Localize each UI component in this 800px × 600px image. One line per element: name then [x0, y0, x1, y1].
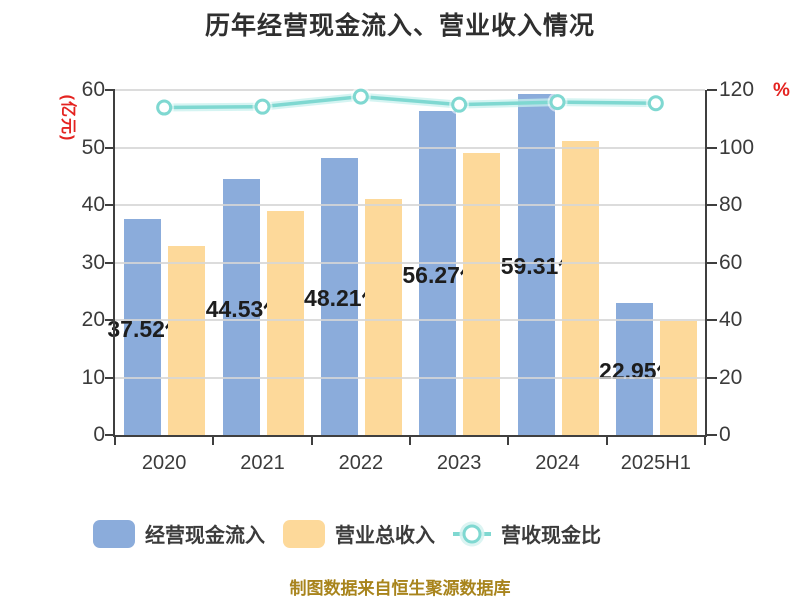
- left-axis-tick-label: 20: [81, 308, 105, 331]
- legend-label-revenue: 营业总收入: [335, 525, 435, 547]
- right-axis-unit-label: %: [773, 80, 790, 101]
- ratio-line: [164, 94, 656, 110]
- x-axis-tick: [704, 437, 706, 445]
- left-axis-tick: [105, 204, 115, 206]
- cash-inflow-bar: [222, 178, 260, 435]
- left-axis-tick: [105, 146, 115, 149]
- x-axis: [113, 435, 707, 437]
- x-axis-tick: [409, 437, 411, 445]
- ratio-point-glow: [252, 96, 273, 117]
- ratio-line-halo: [164, 92, 656, 112]
- y-axis-left: [113, 90, 115, 437]
- x-axis-tick: [605, 437, 608, 445]
- right-axis-tick-label: 40: [719, 308, 743, 331]
- left-axis-tick-label: 30: [81, 250, 105, 274]
- ratio-line-point: [254, 98, 271, 115]
- x-axis-category-label: 2023: [436, 452, 482, 474]
- left-axis-tick-label: 50: [81, 135, 105, 159]
- right-axis-tick: [707, 146, 717, 149]
- legend-item-ratio: 营收现金比: [453, 519, 601, 548]
- legend-label-cash-inflow: 经营现金流入: [145, 525, 265, 547]
- x-axis-category-label: 2020: [141, 452, 187, 474]
- grid-line: [115, 376, 705, 379]
- left-axis-tick-label: 60: [81, 78, 105, 101]
- y-axis-right: [705, 90, 707, 437]
- ratio-line-swatch: [453, 524, 491, 543]
- ratio-point-glow: [154, 97, 175, 118]
- cash-inflow-bar: [419, 111, 457, 435]
- ratio-point-glow: [645, 93, 666, 114]
- left-axis-tick: [105, 89, 115, 91]
- right-axis-tick: [707, 376, 717, 379]
- ratio-line-point: [451, 96, 468, 113]
- cash-inflow-bar: [615, 303, 653, 435]
- x-axis-tick: [114, 437, 116, 445]
- ratio-marker-icon: [462, 524, 482, 543]
- x-axis-category-label: 2025H1: [620, 452, 691, 474]
- left-axis-tick: [105, 319, 115, 321]
- left-axis-tick-label: 40: [81, 193, 105, 216]
- right-axis-tick-label: 0: [719, 423, 731, 446]
- grid-line: [115, 319, 705, 321]
- right-axis-tick-label: 20: [719, 365, 743, 389]
- right-axis-tick: [707, 434, 717, 436]
- left-axis-tick: [105, 261, 115, 264]
- grid-line: [115, 89, 705, 91]
- x-axis-category-label: 2021: [240, 452, 285, 474]
- chart-title: 历年经营现金流入、营业收入情况: [204, 12, 595, 40]
- right-axis-tick-label: 60: [719, 250, 743, 274]
- x-axis-category-label: 2022: [338, 452, 384, 474]
- revenue-swatch: [283, 519, 325, 548]
- legend-item-revenue: 营业总收入: [283, 519, 435, 548]
- right-axis-tick-label: 100: [719, 135, 755, 159]
- legend-item-cash-inflow: 经营现金流入: [93, 519, 265, 548]
- right-axis-tick: [707, 204, 717, 206]
- x-axis-category-label: 2024: [535, 452, 580, 474]
- right-axis-tick-label: 80: [719, 193, 743, 216]
- x-axis-tick: [507, 437, 510, 445]
- x-axis-tick: [310, 437, 313, 445]
- right-axis-tick-label: 120: [719, 78, 755, 101]
- left-axis-tick: [105, 434, 115, 436]
- legend: 经营现金流入 营业总收入 营收现金比: [93, 519, 601, 548]
- left-axis-tick: [105, 376, 115, 379]
- cash-inflow-bar: [124, 219, 162, 435]
- revenue-bar: [561, 140, 599, 435]
- revenue-bar: [364, 199, 402, 435]
- right-axis-tick: [707, 89, 717, 91]
- grid-line: [115, 261, 705, 264]
- legend-label-ratio: 营收现金比: [501, 525, 601, 547]
- right-axis-tick: [707, 319, 717, 321]
- left-axis-tick-label: 10: [81, 365, 105, 389]
- grid-line: [115, 146, 705, 149]
- ratio-line-point: [647, 95, 664, 112]
- cash-inflow-bar: [320, 157, 358, 435]
- ratio-line-point: [352, 88, 369, 105]
- revenue-bar: [266, 210, 304, 435]
- footer-credit: 制图数据来自恒生聚源数据库: [289, 579, 511, 598]
- cash-inflow-swatch: [93, 519, 135, 548]
- x-axis-tick: [212, 437, 215, 445]
- revenue-bar: [463, 153, 501, 435]
- revenue-bar: [168, 245, 206, 435]
- left-axis-tick-label: 0: [93, 423, 105, 446]
- right-axis-tick: [707, 261, 717, 264]
- ratio-line-point: [156, 99, 173, 116]
- grid-line: [115, 204, 705, 206]
